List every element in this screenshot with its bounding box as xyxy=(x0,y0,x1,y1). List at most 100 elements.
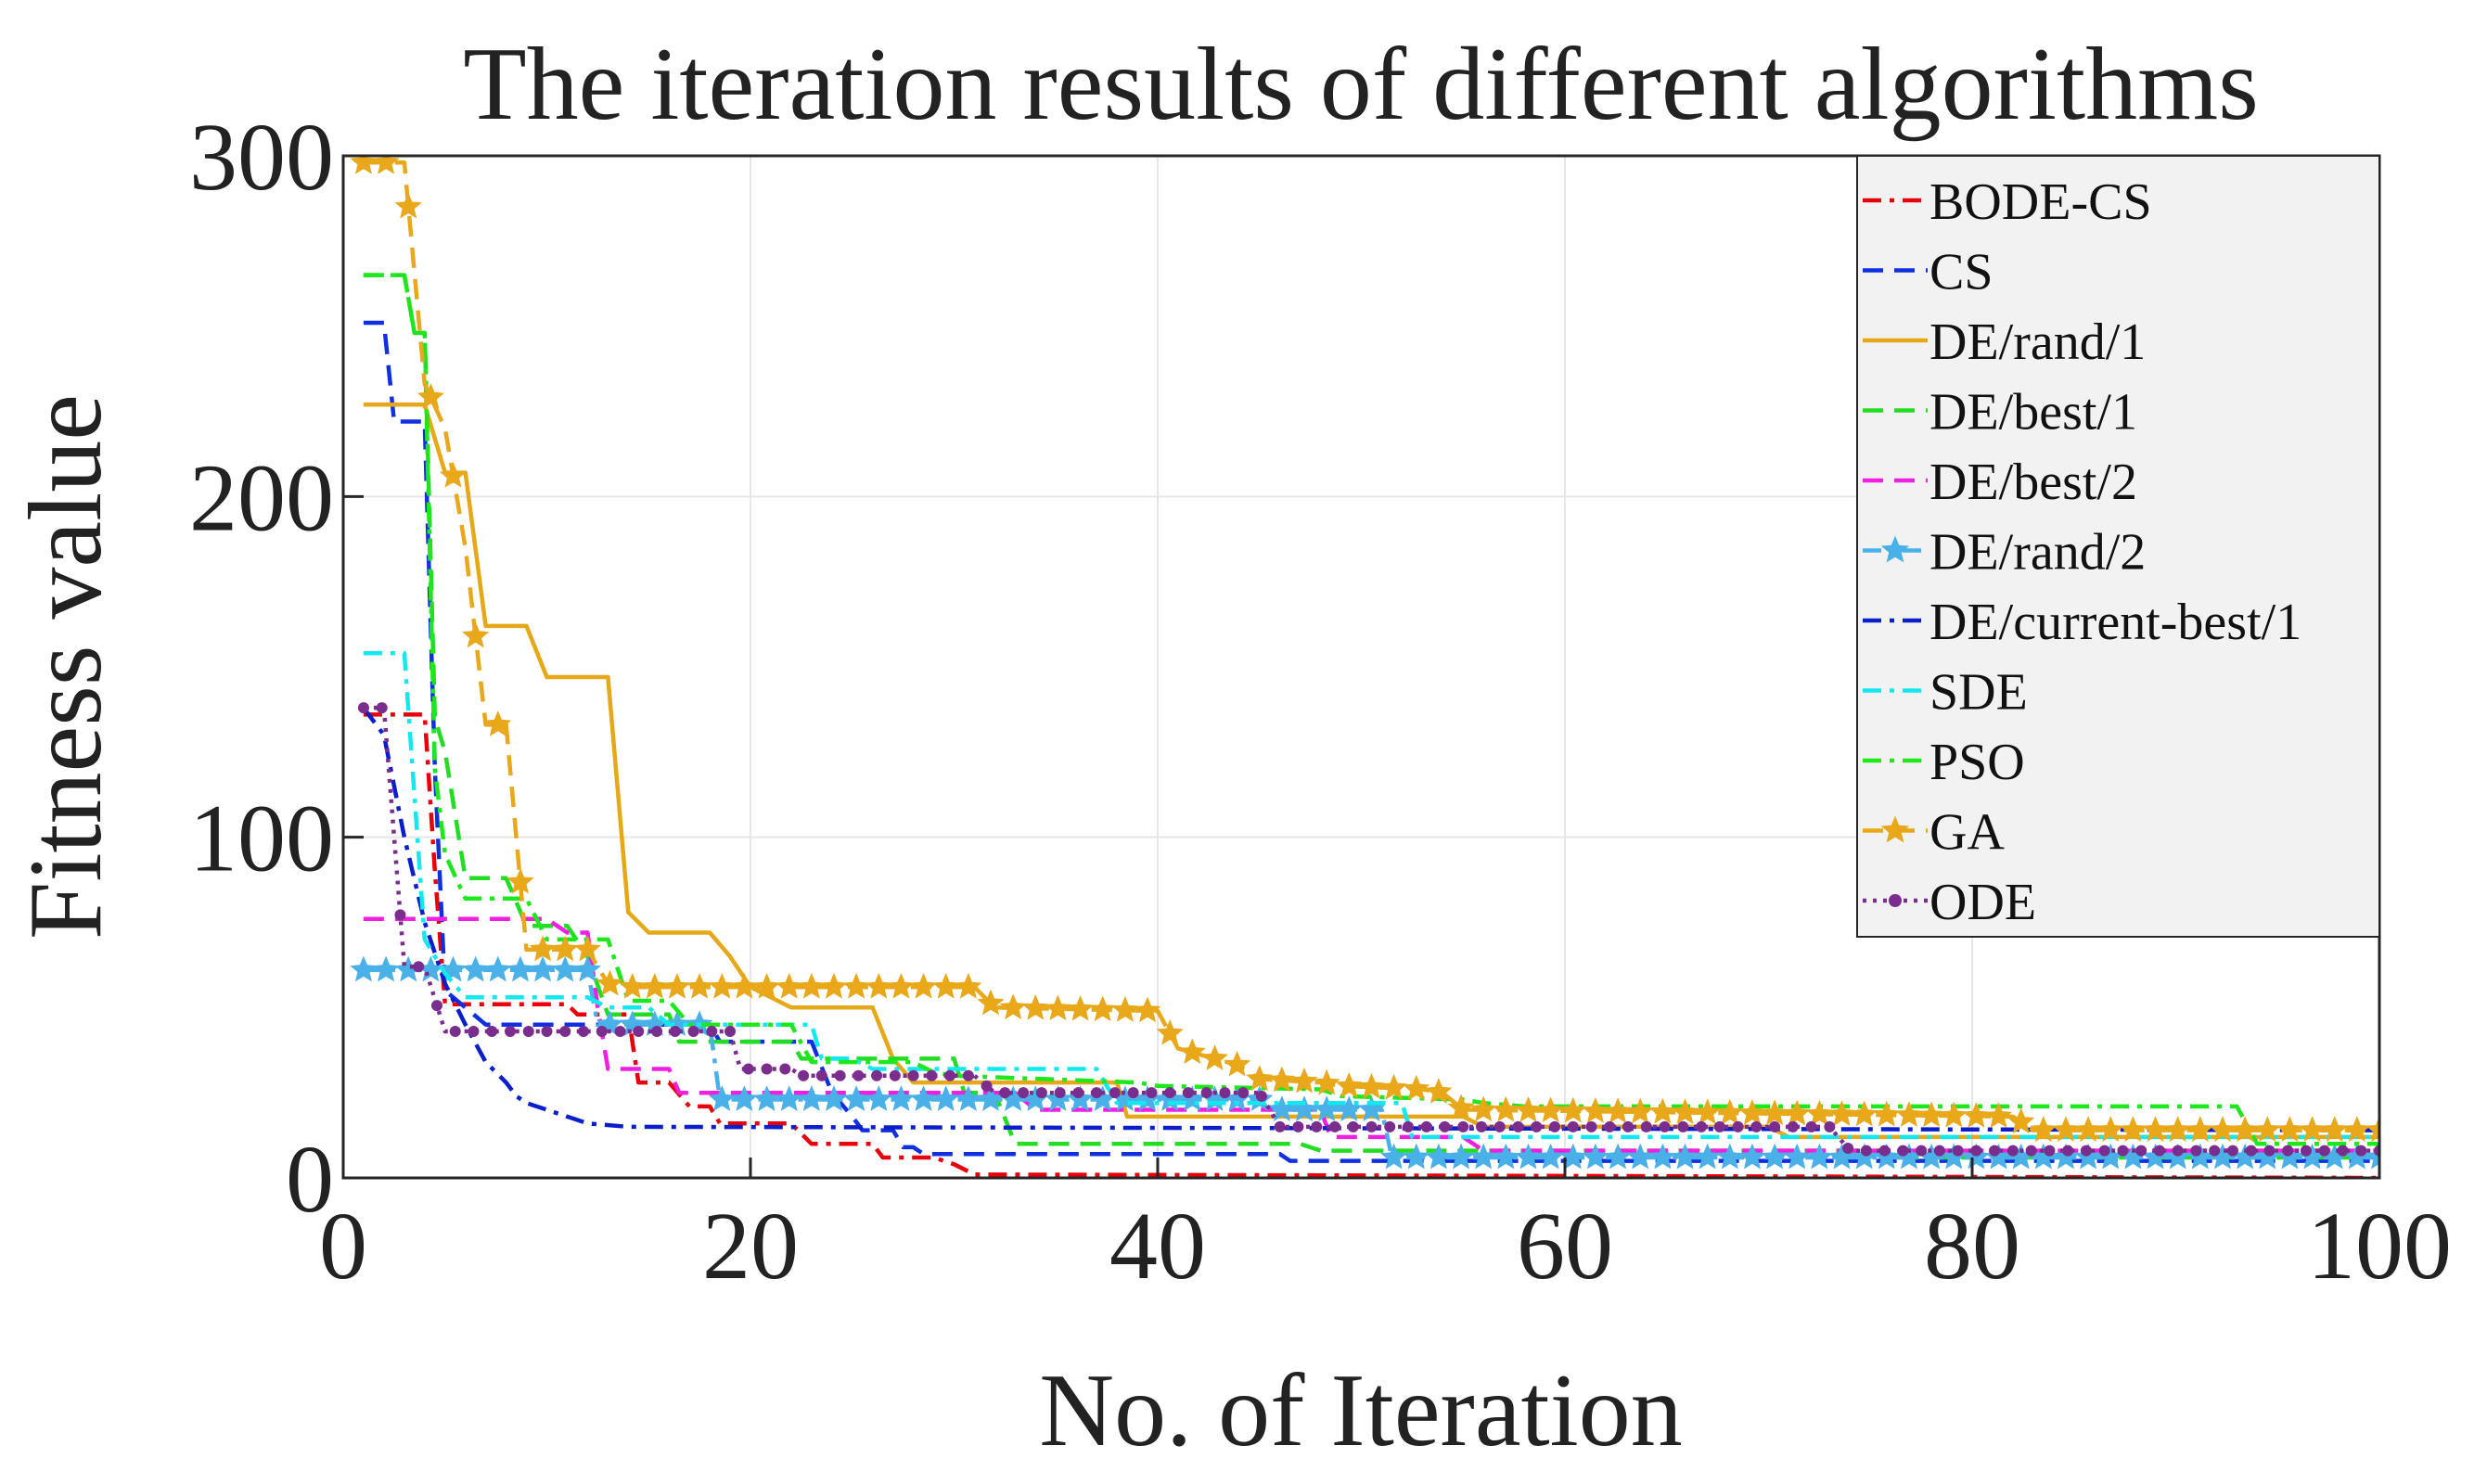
series-marker xyxy=(2172,1145,2184,1157)
series-marker xyxy=(1604,1120,1616,1132)
legend-label: DE/best/2 xyxy=(1929,454,2137,511)
series-marker xyxy=(1347,1120,1359,1132)
series-marker xyxy=(541,1026,553,1038)
series-marker xyxy=(1255,1090,1267,1102)
series-marker xyxy=(1357,1072,1386,1099)
axis-ticks: 0 20 40 60 80 100 0 100 200 300 xyxy=(189,104,2452,1299)
series-marker xyxy=(1567,1120,1579,1132)
series-marker xyxy=(372,156,400,174)
legend-label: CS xyxy=(1929,244,1993,301)
series-line-de-best-1 xyxy=(363,273,2379,1160)
series-marker xyxy=(522,1026,534,1038)
series-de-current-best-1 xyxy=(362,706,2379,1132)
series-marker xyxy=(2062,1145,2074,1157)
series-marker xyxy=(1989,1145,2001,1157)
series-marker xyxy=(1420,1120,1432,1132)
series-marker xyxy=(504,1026,516,1038)
y-tick-label: 0 xyxy=(286,1126,334,1233)
series-marker xyxy=(926,1069,938,1081)
series-marker xyxy=(1447,1094,1475,1120)
series-marker xyxy=(1439,1120,1451,1132)
legend-label: DE/current-best/1 xyxy=(1929,594,2301,651)
series-marker xyxy=(578,1026,590,1038)
series-sde xyxy=(363,651,2379,1140)
series-line-pso xyxy=(363,273,2379,1146)
series-marker xyxy=(1021,993,1049,1020)
series-marker xyxy=(1067,994,1095,1021)
legend-label: DE/rand/1 xyxy=(1929,313,2146,371)
series-marker xyxy=(761,1063,773,1075)
legend-entry-sde: SDE xyxy=(1863,664,2028,722)
series-marker xyxy=(2190,1145,2202,1157)
series-marker xyxy=(779,1063,791,1075)
series-marker xyxy=(1897,1145,1909,1157)
y-axis-label: Fitness value xyxy=(8,394,123,940)
series-marker xyxy=(1933,1145,1945,1157)
series-marker xyxy=(1895,1101,1923,1127)
legend-label: GA xyxy=(1929,804,2005,862)
series-marker xyxy=(977,989,1005,1016)
series-marker xyxy=(1531,1120,1543,1132)
series-marker xyxy=(596,1026,608,1038)
legend-entry-cs: CS xyxy=(1863,244,1993,301)
series-marker xyxy=(2007,1107,2035,1134)
series-marker xyxy=(724,1026,737,1038)
series-marker xyxy=(889,1069,901,1081)
series-marker xyxy=(1313,1068,1340,1095)
series-pso xyxy=(363,273,2379,1146)
x-tick-label: 0 xyxy=(319,1193,367,1299)
series-de-rand-2 xyxy=(350,955,2379,1170)
series-marker xyxy=(651,1026,663,1038)
legend-label: DE/best/1 xyxy=(1929,384,2137,441)
series-line-bode-cs xyxy=(363,712,2379,1178)
series-marker xyxy=(2006,1145,2019,1157)
series-marker xyxy=(506,867,534,894)
series-marker xyxy=(1425,1078,1453,1104)
legend-items: BODE-CS CS DE/rand/1 DE/best/1 DE/best/2 DE/r… xyxy=(1863,173,2301,931)
series-marker xyxy=(1537,1096,1565,1123)
y-tick-label: 300 xyxy=(189,104,334,211)
series-marker xyxy=(1328,1120,1340,1132)
series-marker xyxy=(484,710,512,736)
series-de-best-2 xyxy=(363,916,2379,1153)
series-marker xyxy=(1787,1120,1799,1132)
series-marker xyxy=(1783,1099,1811,1126)
series-marker xyxy=(1292,1120,1304,1132)
legend-entry-ode: ODE xyxy=(1863,874,2036,931)
series-marker xyxy=(907,1069,919,1081)
series-marker xyxy=(853,1069,865,1081)
series-marker xyxy=(687,1026,699,1038)
y-tick-label: 100 xyxy=(189,786,334,892)
series-marker xyxy=(1127,1087,1139,1099)
series-marker xyxy=(1111,995,1139,1022)
series-line-de-current-best-1 xyxy=(362,706,2379,1132)
x-tick-label: 20 xyxy=(702,1193,799,1299)
series-marker xyxy=(1671,1098,1699,1124)
series-marker xyxy=(999,993,1027,1020)
series-marker xyxy=(1962,1102,1990,1128)
series-marker xyxy=(1626,1097,1654,1124)
series-marker xyxy=(955,972,982,999)
legend-marker xyxy=(1889,894,1902,907)
series-marker xyxy=(1200,1044,1229,1070)
series-marker xyxy=(1677,1120,1689,1132)
series-marker xyxy=(1146,1087,1158,1099)
legend-label: PSO xyxy=(1929,734,2025,791)
legend-entry-pso: PSO xyxy=(1863,734,2025,791)
series-marker xyxy=(1842,1143,1854,1155)
series-line-de-best-2 xyxy=(363,916,2379,1153)
series-marker xyxy=(430,1000,442,1012)
series-marker xyxy=(1224,1050,1251,1077)
series-marker xyxy=(962,1069,974,1081)
series-marker xyxy=(1089,995,1117,1022)
series-marker xyxy=(2245,1145,2257,1157)
legend-entry-de-best-2: DE/best/2 xyxy=(1863,454,2137,511)
series-marker xyxy=(1648,1097,1676,1124)
legend-entry-de-best-1: DE/best/1 xyxy=(1863,384,2137,441)
series-de-rand-1 xyxy=(363,402,2379,1140)
legend-label: SDE xyxy=(1929,664,2028,722)
series-marker xyxy=(1984,1102,2013,1129)
series-marker xyxy=(413,961,425,973)
